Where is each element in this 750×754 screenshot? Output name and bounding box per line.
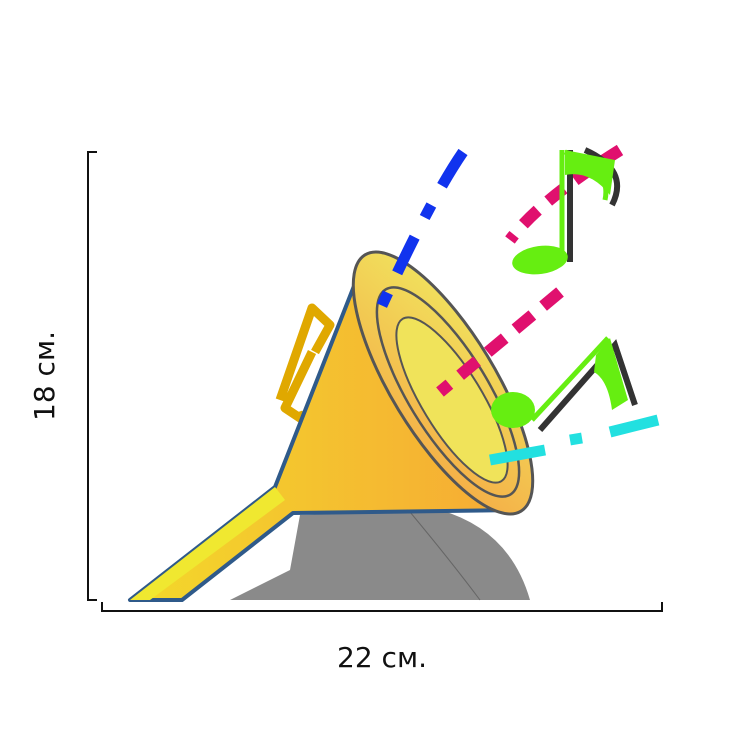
sound-line-cyan: [489, 414, 660, 466]
height-label: 18 см.: [28, 331, 61, 421]
handle: [275, 303, 335, 423]
shadow-line: [409, 511, 481, 601]
horn-tube-highlight: [130, 487, 285, 600]
bell-ring: [375, 286, 521, 498]
sound-line-blue: [374, 148, 468, 313]
sound-line-magenta: [505, 144, 624, 244]
width-bracket: [101, 602, 663, 612]
height-bracket: [87, 151, 97, 601]
sound-line-magenta-2: [436, 287, 564, 397]
width-label: 22 см.: [337, 641, 427, 674]
music-note-top: [512, 147, 620, 275]
music-note-bottom: [491, 336, 638, 432]
bell-inner: [395, 316, 509, 484]
shadow: [230, 510, 530, 600]
